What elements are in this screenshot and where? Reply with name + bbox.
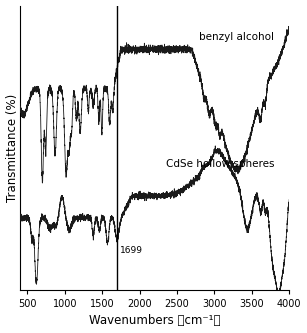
Text: CdSe hollow spheres: CdSe hollow spheres — [166, 159, 274, 168]
X-axis label: Wavenumbers （cm⁻¹）: Wavenumbers （cm⁻¹） — [89, 314, 220, 327]
Y-axis label: Transmittance (%): Transmittance (%) — [6, 94, 18, 202]
Text: 1699: 1699 — [120, 246, 143, 255]
Text: benzyl alcohol: benzyl alcohol — [199, 32, 274, 42]
